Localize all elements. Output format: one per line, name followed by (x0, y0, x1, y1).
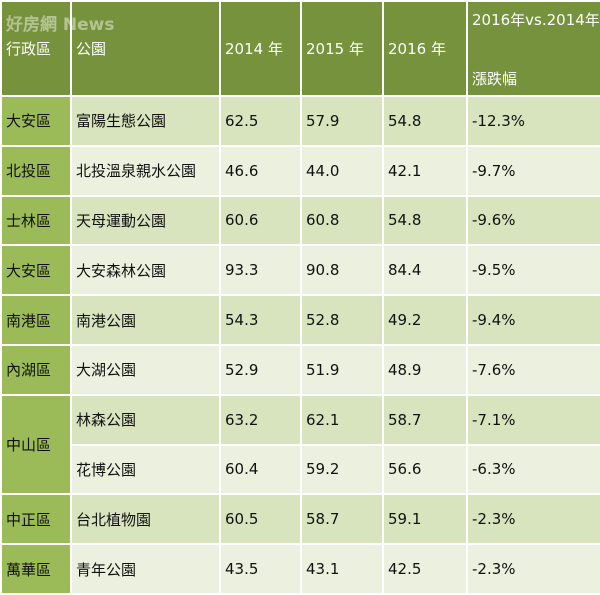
table-row: 萬華區 青年公園 43.5 43.1 42.5 -2.3% (0, 543, 600, 595)
park-cell: 台北植物園 (70, 493, 221, 546)
value-cell: 62.1 (300, 393, 384, 446)
table-row: 南港區 南港公園 54.3 52.8 49.2 -9.4% (0, 294, 600, 346)
park-cell: 天母運動公園 (70, 194, 221, 247)
value-cell: 52.8 (300, 294, 384, 346)
park-cell: 青年公園 (70, 543, 221, 595)
value-cell: 58.7 (382, 393, 468, 446)
district-cell: 南港區 (0, 294, 72, 346)
header-cell: 行政區 (0, 0, 72, 97)
value-cell: 46.6 (219, 144, 302, 197)
value-cell: -2.3% (466, 493, 600, 546)
value-cell: 63.2 (219, 393, 302, 446)
header-stack: 2016年vs.2014年 漲跌幅 (472, 5, 600, 93)
value-cell: 43.5 (219, 543, 302, 595)
value-cell: 59.1 (382, 493, 468, 546)
value-cell: 57.9 (300, 95, 384, 147)
table-row: 北投區 北投溫泉親水公園 46.6 44.0 42.1 -9.7% (0, 144, 600, 197)
header-cell: 公園 (70, 0, 221, 97)
header-text: 2016年vs.2014年 (472, 10, 600, 29)
value-cell: 52.9 (219, 343, 302, 396)
value-cell: 56.6 (382, 443, 468, 496)
table-row: 大安區 富陽生態公園 62.5 57.9 54.8 -12.3% (0, 95, 600, 147)
district-cell: 中正區 (0, 493, 72, 546)
value-cell: 54.8 (382, 194, 468, 247)
value-cell: 60.8 (300, 194, 384, 247)
value-cell: -9.6% (466, 194, 600, 247)
table-row: 士林區 天母運動公園 60.6 60.8 54.8 -9.6% (0, 194, 600, 247)
value-cell: 49.2 (382, 294, 468, 346)
value-cell: -7.1% (466, 393, 600, 446)
park-cell: 林森公園 (70, 393, 221, 446)
district-cell: 內湖區 (0, 343, 72, 396)
header-cell: 2014 年 (219, 0, 302, 97)
value-cell: 54.8 (382, 95, 468, 147)
value-cell: 54.3 (219, 294, 302, 346)
value-cell: 60.6 (219, 194, 302, 247)
value-cell: 48.9 (382, 343, 468, 396)
table-row: 花博公園 60.4 59.2 56.6 -6.3% (1, 443, 600, 496)
header-cell: 2016 年 (382, 0, 468, 97)
district-cell: 萬華區 (0, 543, 72, 595)
value-cell: -2.3% (466, 543, 600, 595)
table-row: 大安區 大安森林公園 93.3 90.8 84.4 -9.5% (0, 244, 600, 297)
table-row: 中正區 台北植物園 60.5 58.7 59.1 -2.3% (0, 493, 600, 546)
park-cell: 北投溫泉親水公園 (70, 144, 221, 197)
value-cell: 60.5 (219, 493, 302, 546)
header-text: 漲跌幅 (472, 69, 518, 88)
header-cell: 2016年vs.2014年 漲跌幅 (466, 0, 600, 97)
park-cell: 大安森林公園 (70, 244, 221, 297)
park-cell: 南港公園 (70, 294, 221, 346)
park-cell: 富陽生態公園 (70, 95, 221, 147)
table-row: 中山區 林森公園 63.2 62.1 58.7 -7.1% (0, 393, 600, 496)
table-row: 內湖區 大湖公園 52.9 51.9 48.9 -7.6% (0, 343, 600, 396)
value-cell: -9.7% (466, 144, 600, 197)
value-cell: 93.3 (219, 244, 302, 297)
value-cell: 42.1 (382, 144, 468, 197)
header-row: 行政區 公園 2014 年 2015 年 2016 年 2016年vs.2014年 漲跌幅 (0, 0, 600, 97)
value-cell: 59.2 (300, 443, 384, 496)
value-cell: -9.5% (466, 244, 600, 297)
watermark: 好房網 News (6, 15, 115, 35)
value-cell: 44.0 (300, 144, 384, 197)
district-cell: 大安區 (0, 244, 72, 297)
value-cell: 58.7 (300, 493, 384, 546)
district-cell: 中山區 (0, 393, 72, 496)
value-cell: -9.4% (466, 294, 600, 346)
district-cell: 士林區 (0, 194, 72, 247)
value-cell: -6.3% (466, 443, 600, 496)
park-cell: 花博公園 (70, 443, 221, 496)
value-cell: 62.5 (219, 95, 302, 147)
header-cell: 2015 年 (300, 0, 384, 97)
value-cell: -7.6% (466, 343, 600, 396)
district-cell: 大安區 (0, 95, 72, 147)
value-cell: 42.5 (382, 543, 468, 595)
value-cell: -12.3% (466, 95, 600, 147)
value-cell: 90.8 (300, 244, 384, 297)
value-cell: 60.4 (219, 443, 302, 496)
value-cell: 84.4 (382, 244, 468, 297)
park-cell: 大湖公園 (70, 343, 221, 396)
value-cell: 43.1 (300, 543, 384, 595)
district-cell: 北投區 (0, 144, 72, 197)
value-cell: 51.9 (300, 343, 384, 396)
